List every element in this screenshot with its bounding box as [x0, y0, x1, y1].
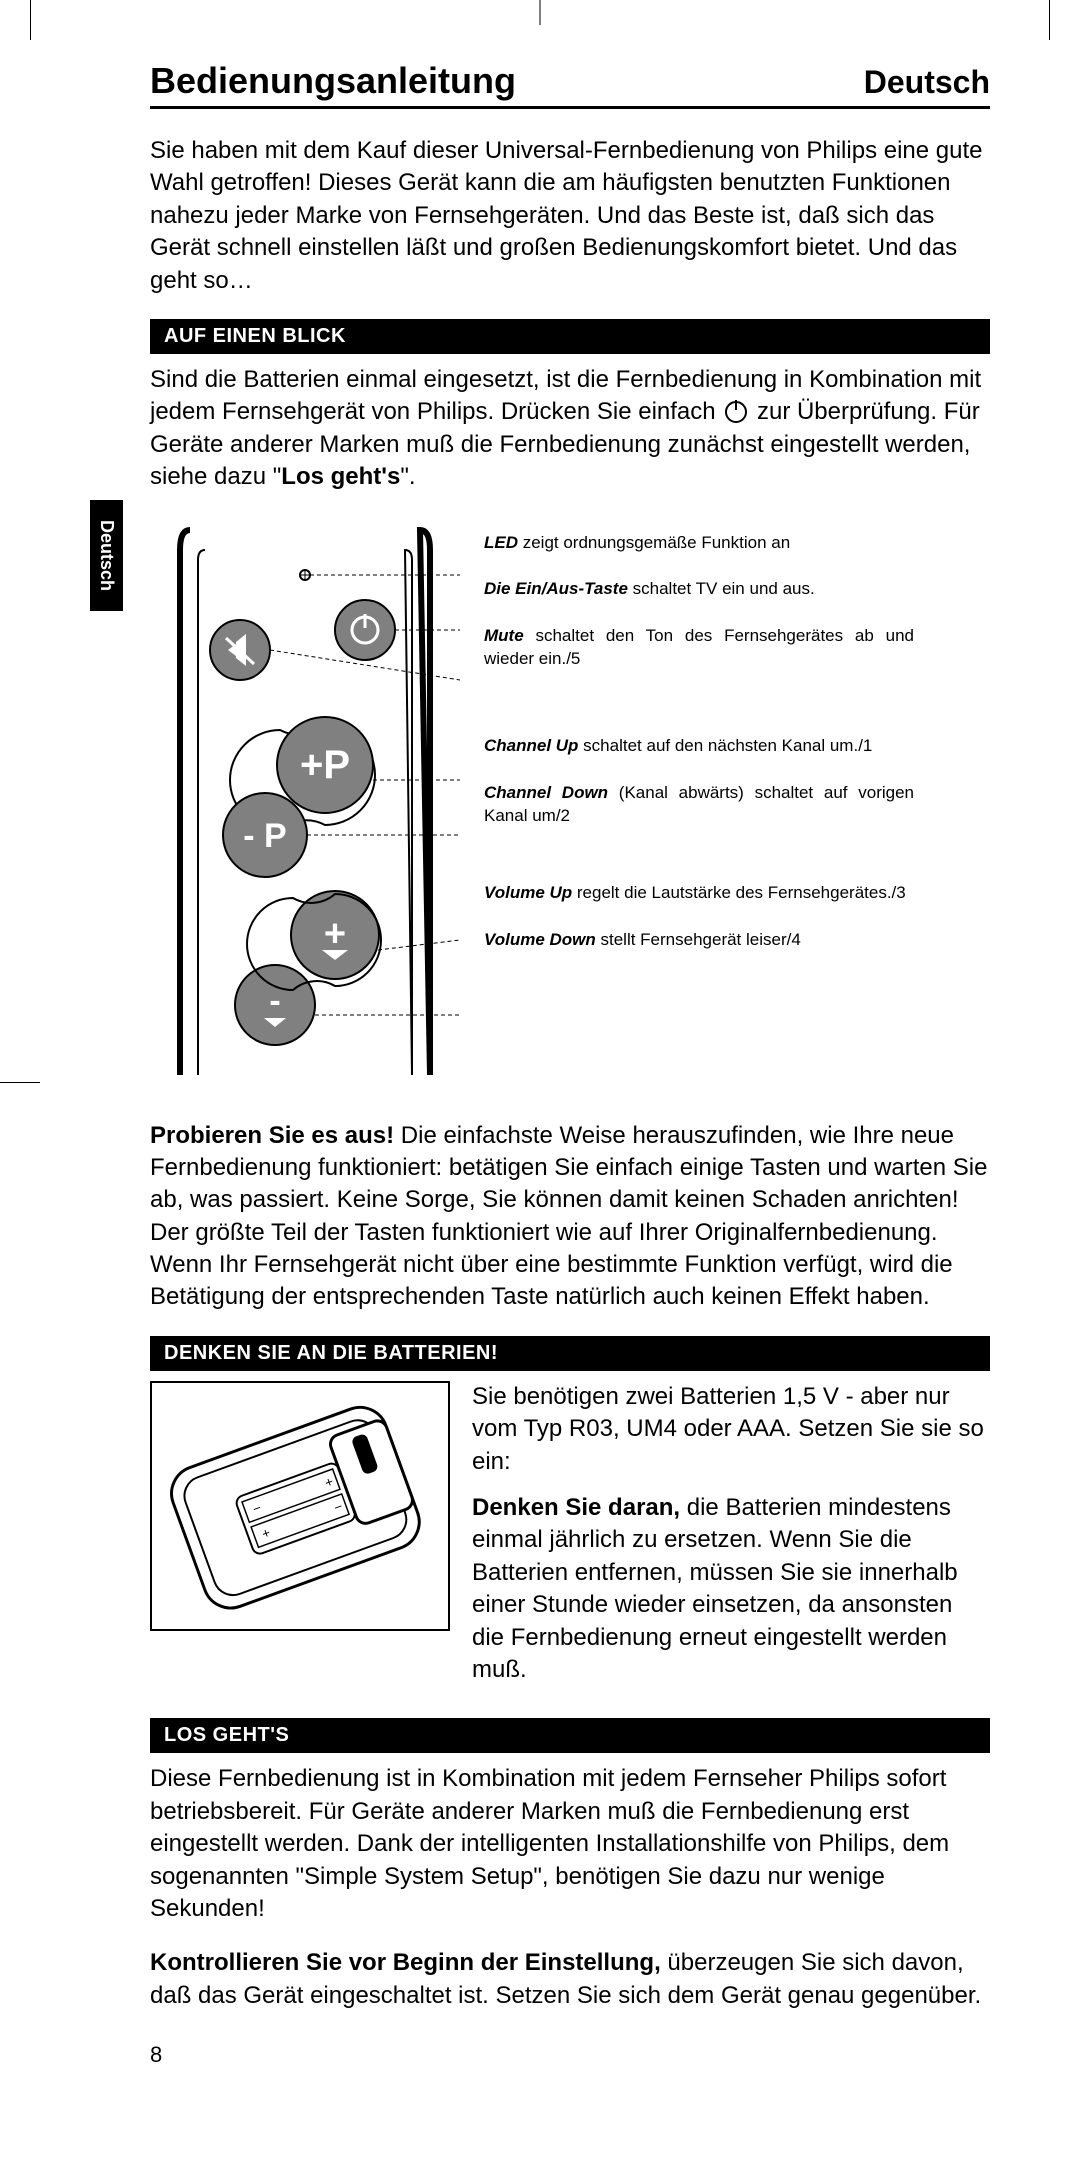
section-overview-title: AUF EINEN BLICK — [150, 319, 990, 354]
callout-list: LED zeigt ordnungsgemäße Funktion an Die… — [484, 520, 914, 952]
battery-block: −+ +− Sie benötigen zwei Batterien 1,5 V… — [150, 1381, 990, 1709]
tryout-paragraph: Probieren Sie es aus! Die einfachste Wei… — [150, 1120, 990, 1314]
callout-led: LED zeigt ordnungsgemäße Funktion an — [484, 532, 914, 555]
callout-volume-up: Volume Up regelt die Lautstärke des Fern… — [484, 882, 914, 905]
cropmark — [30, 0, 31, 40]
text-bold: Probieren Sie es aus! — [150, 1122, 394, 1149]
svg-text:- P: - P — [243, 817, 286, 855]
cropmark — [1049, 0, 1050, 40]
cropmark — [0, 1082, 40, 1083]
text: die Batterien mindestens einmal jährlich… — [472, 1494, 958, 1683]
remote-diagram: +P - P + - — [150, 520, 460, 1080]
text-bold: Denken Sie daran, — [472, 1494, 680, 1521]
language-tab: Deutsch — [90, 500, 123, 611]
svg-text:+P: +P — [300, 743, 350, 787]
text: ". — [400, 463, 415, 490]
callout-volume-down: Volume Down stellt Fernsehgerät leiser/4 — [484, 929, 914, 952]
go-p1: Diese Fernbedienung ist in Kombination m… — [150, 1763, 990, 1925]
page-content: Bedienungsanleitung Deutsch Sie haben mi… — [0, 0, 1080, 2128]
section-go-title: LOS GEHT'S — [150, 1718, 990, 1753]
doc-language: Deutsch — [864, 64, 990, 101]
batteries-p1: Sie benötigen zwei Batterien 1,5 V - abe… — [472, 1381, 990, 1478]
text-bold: Kontrollieren Sie vor Beginn der Einstel… — [150, 1949, 661, 1976]
intro-paragraph: Sie haben mit dem Kauf dieser Universal-… — [150, 135, 990, 297]
text: Die einfachste Weise herauszufinden, wie… — [150, 1122, 987, 1311]
cropmark — [540, 0, 541, 25]
page-header: Bedienungsanleitung Deutsch — [150, 60, 990, 109]
go-p2: Kontrollieren Sie vor Beginn der Einstel… — [150, 1947, 990, 2012]
text-bold: Los geht's — [281, 463, 400, 490]
svg-text:+: + — [324, 913, 346, 955]
callout-channel-up: Channel Up schaltet auf den nächsten Kan… — [484, 735, 914, 758]
page-number: 8 — [150, 2042, 990, 2068]
batteries-p2: Denken Sie daran, die Batterien mindeste… — [472, 1492, 990, 1686]
battery-diagram: −+ +− — [150, 1381, 450, 1631]
power-icon — [725, 401, 747, 423]
remote-diagram-block: +P - P + - LED zeigt ordnungsgemäße Funk… — [150, 520, 990, 1080]
callout-mute: Mute schaltet den Ton des Fernsehgerätes… — [484, 625, 914, 671]
section-batteries-title: DENKEN SIE AN DIE BATTERIEN! — [150, 1336, 990, 1371]
overview-paragraph: Sind die Batterien einmal eingesetzt, is… — [150, 364, 990, 494]
callout-power: Die Ein/Aus-Taste schaltet TV ein und au… — [484, 578, 914, 601]
doc-title: Bedienungsanleitung — [150, 60, 516, 102]
callout-channel-down: Channel Down (Kanal abwärts) schaltet au… — [484, 782, 914, 828]
